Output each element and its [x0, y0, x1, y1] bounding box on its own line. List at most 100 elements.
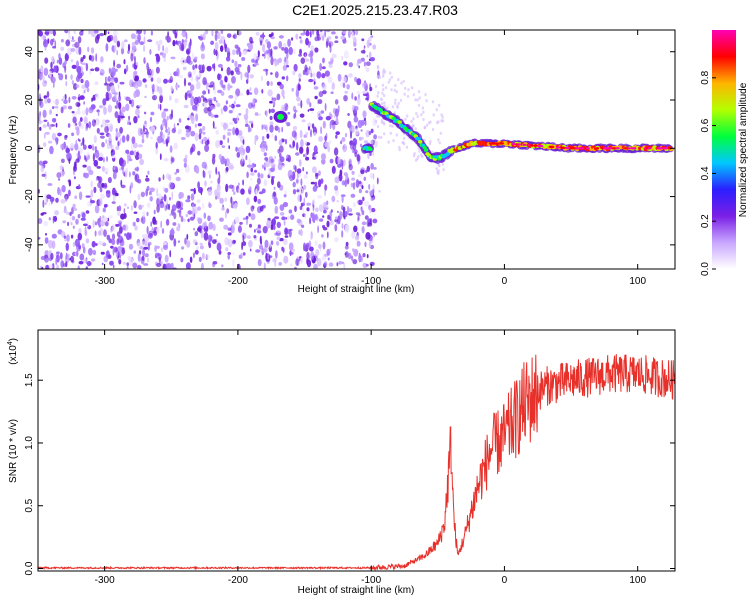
heatmap-cell [227, 137, 229, 144]
heatmap-cell [292, 189, 297, 195]
heatmap-cell [113, 45, 117, 52]
heatmap-cell [312, 199, 316, 205]
heatmap-cell [73, 161, 76, 170]
heatmap-cell [55, 113, 58, 117]
heatmap-cell [49, 145, 54, 155]
heatmap-cell [58, 57, 63, 65]
heatmap-cell [127, 156, 129, 165]
heatmap-cell [163, 194, 167, 202]
heatmap-cell [328, 140, 332, 144]
heatmap-cell [397, 120, 402, 124]
heatmap-cell [261, 124, 264, 130]
heatmap-cell [99, 72, 104, 75]
heatmap-cell [253, 169, 258, 173]
heatmap-cell [286, 58, 289, 66]
heatmap-cell [321, 73, 326, 79]
heatmap-cell [265, 157, 268, 162]
heatmap-cell [223, 105, 228, 112]
heatmap-cell [217, 73, 221, 81]
heatmap-cell [324, 103, 327, 111]
heatmap-cell [110, 245, 114, 249]
heatmap-cell [190, 84, 195, 91]
heatmap-cell [81, 243, 85, 249]
heatmap-cell [296, 142, 299, 151]
heatmap-cell [259, 40, 263, 46]
heatmap-cell [72, 116, 77, 124]
heatmap-cell [291, 87, 294, 92]
heatmap-cell [511, 142, 516, 146]
heatmap-cell [343, 39, 347, 44]
heatmap-cell [356, 91, 362, 94]
heatmap-cell [422, 117, 425, 122]
heatmap-cell [95, 93, 100, 100]
heatmap-cell [213, 96, 217, 102]
heatmap-cell [153, 84, 158, 93]
y-tick-label: 40 [24, 46, 35, 58]
heatmap-cell [190, 130, 196, 137]
heatmap-cell [55, 122, 58, 128]
heatmap-cell [51, 263, 55, 269]
heatmap-cell [270, 108, 276, 114]
heatmap-cell [259, 244, 263, 250]
heatmap-cell [107, 76, 111, 82]
heatmap-cell [38, 160, 44, 166]
heatmap-cell [56, 172, 62, 179]
heatmap-cell [344, 210, 348, 218]
heatmap-cell [370, 128, 374, 134]
heatmap-cell [288, 242, 294, 251]
heatmap-cell [100, 56, 104, 63]
heatmap-cell [185, 199, 191, 203]
heatmap-cell [341, 195, 344, 203]
heatmap-cell [106, 35, 112, 43]
heatmap-cell [391, 124, 394, 128]
heatmap-cell [77, 265, 80, 269]
heatmap-cell [225, 47, 230, 53]
heatmap-cell [283, 255, 289, 264]
heatmap-cell [190, 97, 194, 106]
heatmap-cell [232, 258, 235, 268]
heatmap-cell [70, 39, 76, 42]
heatmap-cell [269, 242, 272, 248]
heatmap-cell [208, 85, 214, 88]
heatmap-cell [212, 239, 217, 244]
heatmap-cell [200, 262, 204, 269]
heatmap-cell [64, 30, 69, 34]
heatmap-cell [43, 39, 48, 48]
heatmap-cell [276, 236, 281, 241]
heatmap-cell [76, 65, 82, 74]
heatmap-cell [334, 176, 340, 184]
snr-series-layer [38, 354, 675, 571]
heatmap-cell [49, 70, 52, 78]
heatmap-cell [157, 253, 162, 260]
heatmap-cell [174, 172, 178, 175]
heatmap-cell [400, 81, 403, 85]
heatmap-cell [368, 183, 371, 190]
heatmap-cell [113, 59, 115, 68]
heatmap-cell [220, 121, 224, 127]
heatmap-cell [112, 30, 118, 37]
heatmap-cell [360, 136, 364, 141]
heatmap-cell [71, 80, 74, 85]
heatmap-cell [340, 194, 346, 198]
heatmap-cell [150, 221, 152, 227]
heatmap-cell [154, 245, 158, 253]
heatmap-cell [394, 98, 397, 102]
heatmap-cell [343, 95, 348, 102]
heatmap-cell [203, 212, 207, 219]
heatmap-cell [44, 46, 47, 51]
heatmap-cell [293, 109, 298, 113]
heatmap-cell [664, 147, 669, 150]
heatmap-cell [398, 145, 401, 149]
heatmap-cell [115, 132, 121, 138]
heatmap-cell [163, 244, 168, 250]
heatmap-cell [133, 200, 137, 209]
heatmap-cell [284, 138, 288, 145]
heatmap-cell [314, 181, 318, 186]
heatmap-cell [251, 122, 254, 129]
heatmap-cell [149, 116, 153, 123]
heatmap-cell [103, 106, 107, 115]
heatmap-cell [71, 215, 76, 221]
heatmap-cell [121, 135, 126, 143]
heatmap-cell [140, 191, 146, 198]
heatmap-cell [297, 83, 301, 91]
